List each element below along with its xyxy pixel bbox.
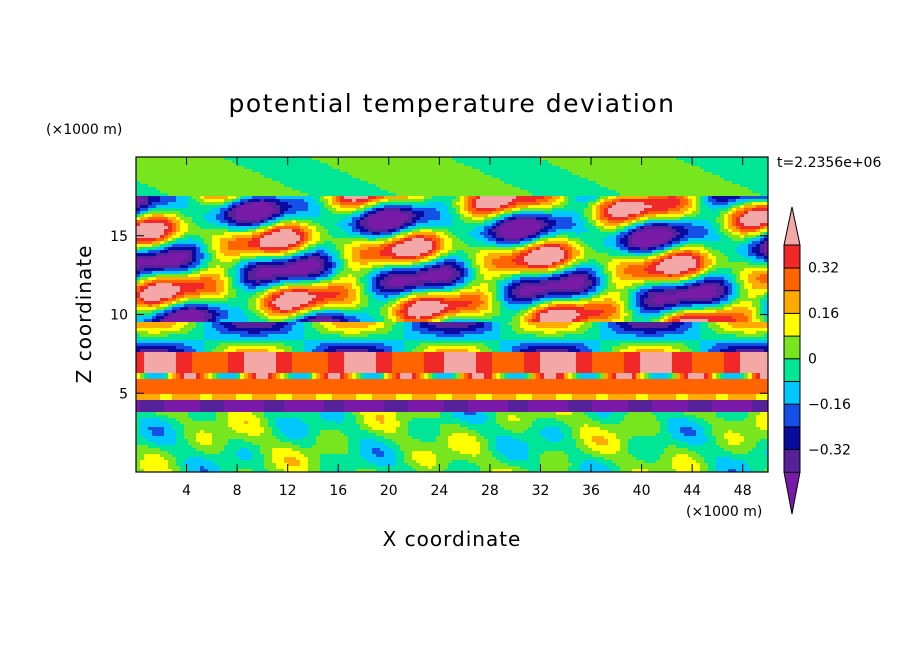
colorbar-box	[783, 403, 801, 428]
x-tick-label: 20	[380, 483, 398, 499]
x-tick-label: 28	[481, 483, 499, 499]
x-tick-label: 24	[430, 483, 448, 499]
x-axis-label: X coordinate	[383, 527, 522, 551]
chart-title: potential temperature deviation	[229, 89, 676, 118]
x-tick-label: 44	[683, 483, 701, 499]
colorbar-box	[783, 426, 801, 451]
heatmap-field	[136, 157, 768, 472]
colorbar-box	[783, 312, 801, 337]
x-tick-label: 48	[734, 483, 752, 499]
x-unit-label: (×1000 m)	[686, 504, 762, 520]
colorbar-label: 0	[808, 352, 817, 368]
colorbar-extend-top	[783, 206, 801, 246]
x-tick-label: 40	[633, 483, 651, 499]
colorbar-extend-bottom	[783, 471, 801, 515]
x-tick-label: 36	[582, 483, 600, 499]
x-axis: 4 8 12 16 20 24 28 32 36 40 44 48	[182, 157, 752, 499]
y-unit-label: (×1000 m)	[46, 122, 122, 138]
x-tick-label: 8	[233, 483, 242, 499]
colorbar-box	[783, 267, 801, 292]
x-tick-label: 12	[279, 483, 297, 499]
colorbar-label: −0.32	[808, 442, 851, 458]
x-tick-label: 32	[532, 483, 550, 499]
colorbar-label: 0.32	[808, 261, 839, 277]
colorbar-box	[783, 448, 801, 473]
x-tick-label: 16	[329, 483, 347, 499]
y-tick-label: 15	[110, 229, 128, 245]
colorbar-box	[783, 380, 801, 405]
colorbar: 0.32 0.16 0 −0.16 −0.32	[783, 206, 851, 515]
colorbar-box	[783, 358, 801, 382]
colorbar-box	[783, 335, 801, 360]
x-tick-label: 4	[182, 483, 191, 499]
colorbar-box	[783, 289, 801, 314]
y-tick-label: 5	[119, 386, 128, 402]
y-tick-label: 10	[110, 308, 128, 324]
colorbar-label: 0.16	[808, 306, 839, 322]
y-axis-label: Z coordinate	[72, 245, 96, 384]
colorbar-box	[783, 244, 801, 269]
colorbar-label: −0.16	[808, 397, 851, 413]
y-axis: 5 10 15	[110, 229, 768, 402]
time-label: t=2.2356e+06	[777, 155, 881, 171]
